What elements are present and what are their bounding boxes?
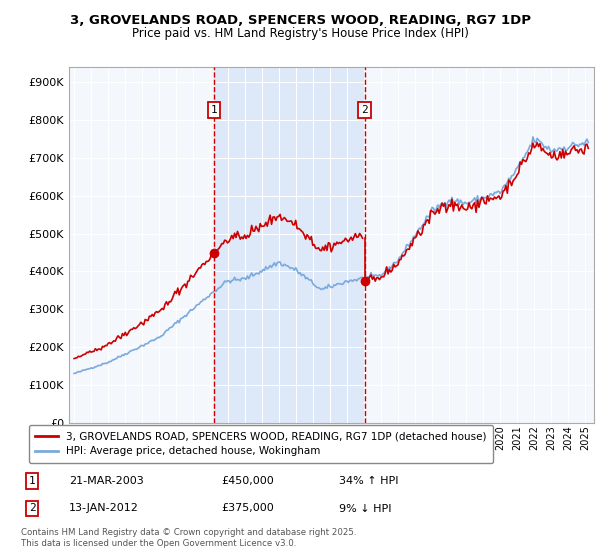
- Text: 13-JAN-2012: 13-JAN-2012: [69, 503, 139, 514]
- Text: 3, GROVELANDS ROAD, SPENCERS WOOD, READING, RG7 1DP: 3, GROVELANDS ROAD, SPENCERS WOOD, READI…: [70, 14, 530, 27]
- Text: 2: 2: [29, 503, 35, 514]
- Text: 1: 1: [211, 105, 217, 115]
- Text: 2: 2: [361, 105, 368, 115]
- Legend: 3, GROVELANDS ROAD, SPENCERS WOOD, READING, RG7 1DP (detached house), HPI: Avera: 3, GROVELANDS ROAD, SPENCERS WOOD, READI…: [29, 425, 493, 463]
- Text: £450,000: £450,000: [221, 476, 274, 486]
- Text: Price paid vs. HM Land Registry's House Price Index (HPI): Price paid vs. HM Land Registry's House …: [131, 27, 469, 40]
- Text: 34% ↑ HPI: 34% ↑ HPI: [340, 476, 399, 486]
- Text: Contains HM Land Registry data © Crown copyright and database right 2025.
This d: Contains HM Land Registry data © Crown c…: [21, 528, 356, 548]
- Text: 21-MAR-2003: 21-MAR-2003: [69, 476, 143, 486]
- Text: £375,000: £375,000: [221, 503, 274, 514]
- Text: 1: 1: [29, 476, 35, 486]
- Text: 9% ↓ HPI: 9% ↓ HPI: [340, 503, 392, 514]
- Bar: [214, 67, 365, 423]
